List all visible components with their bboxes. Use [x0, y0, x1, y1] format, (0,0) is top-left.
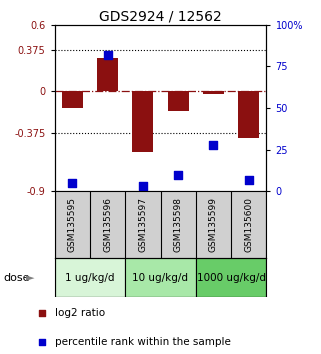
Text: 10 ug/kg/d: 10 ug/kg/d [133, 273, 188, 283]
Bar [238, 91, 259, 138]
Point [105, 52, 110, 58]
Point [140, 183, 145, 189]
Text: log2 ratio: log2 ratio [55, 308, 105, 318]
Bar [203, 91, 224, 93]
Point [211, 142, 216, 147]
Text: GSM135598: GSM135598 [174, 197, 183, 252]
Point [176, 172, 181, 177]
Bar [132, 91, 153, 152]
Text: GSM135600: GSM135600 [244, 197, 253, 252]
Text: GSM135595: GSM135595 [68, 197, 77, 252]
Bar [62, 91, 83, 108]
Point [70, 180, 75, 185]
Bar [97, 58, 118, 91]
Text: GSM135596: GSM135596 [103, 197, 112, 252]
Point [246, 177, 251, 182]
Text: percentile rank within the sample: percentile rank within the sample [55, 337, 230, 347]
Bar [125, 258, 196, 297]
Text: GSM135599: GSM135599 [209, 197, 218, 252]
Text: 1 ug/kg/d: 1 ug/kg/d [65, 273, 115, 283]
Title: GDS2924 / 12562: GDS2924 / 12562 [99, 10, 222, 24]
Text: 1000 ug/kg/d: 1000 ug/kg/d [197, 273, 265, 283]
Text: dose: dose [3, 273, 30, 283]
Text: ►: ► [26, 273, 34, 283]
Bar [196, 258, 266, 297]
Bar [168, 91, 189, 111]
Bar [55, 258, 125, 297]
Text: GSM135597: GSM135597 [138, 197, 147, 252]
